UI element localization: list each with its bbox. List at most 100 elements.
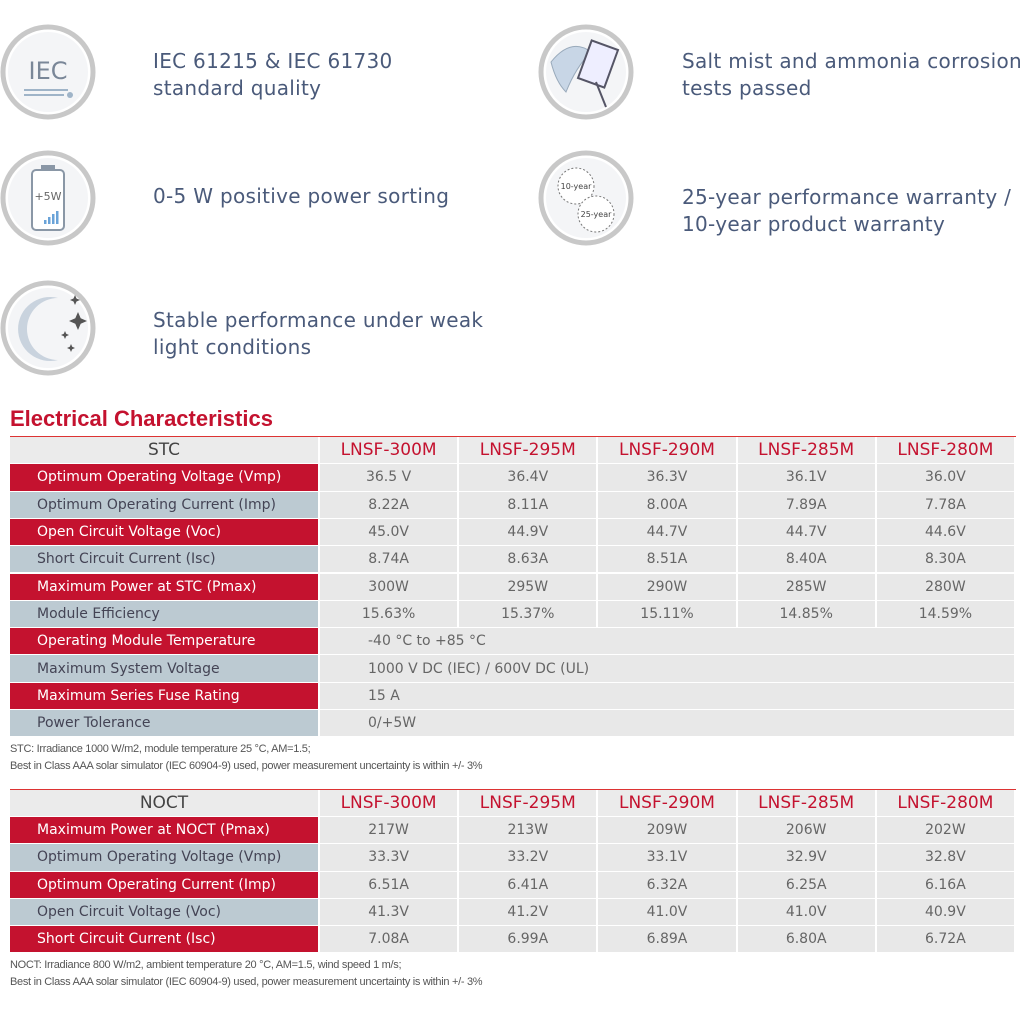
- value-cell: 44.9V: [459, 518, 599, 547]
- value-cell: 15.11%: [598, 600, 738, 629]
- header-cell: LNSF-300M: [320, 790, 460, 818]
- value-cell: 6.72A: [876, 926, 1016, 954]
- value-cell: 295W: [459, 573, 599, 601]
- header-cell: LNSF-285M: [737, 437, 877, 465]
- value-cell: 33.2V: [459, 844, 599, 872]
- seal: [577, 195, 615, 233]
- seal: [557, 167, 595, 205]
- header-cell: NOCT: [10, 790, 320, 818]
- value-cell: 33.3V: [320, 844, 460, 872]
- footnote: STC: Irradiance 1000 W/m2, module temper…: [10, 743, 311, 756]
- header-cell: LNSF-300M: [320, 437, 460, 465]
- header-cell: LNSF-295M: [459, 437, 599, 465]
- footnote: Best in Class AAA solar simulator (IEC 6…: [10, 976, 483, 989]
- value-cell: 45.0V: [320, 518, 460, 547]
- row-label: Module Efficiency: [10, 600, 320, 629]
- row-label: Optimum Operating Current (Imp): [10, 491, 320, 519]
- value-cell: 290W: [598, 573, 738, 601]
- battery-cap: [41, 165, 55, 171]
- feature-text: Stable performance under weak: [153, 308, 484, 332]
- value-cell: 217W: [320, 817, 460, 845]
- value-cell: 40.9V: [876, 898, 1016, 926]
- signal-bar: [52, 214, 55, 224]
- value-cell: 36.5 V: [320, 464, 460, 492]
- value-cell: 44.6V: [876, 518, 1016, 547]
- value-cell: 0/+5W: [320, 710, 1016, 738]
- icon-dot: [67, 92, 73, 98]
- footnote: Best in Class AAA solar simulator (IEC 6…: [10, 760, 483, 773]
- feature-text: 10-year product warranty: [682, 212, 946, 236]
- feature-text: IEC 61215 & IEC 61730: [153, 49, 393, 73]
- row-label: Short Circuit Current (Isc): [10, 546, 320, 574]
- star: [67, 344, 75, 352]
- value-cell: 202W: [876, 817, 1016, 845]
- signal-bar: [56, 211, 59, 224]
- value-cell: 213W: [459, 817, 599, 845]
- icon-label: 25-year: [581, 210, 612, 219]
- value-cell: 6.51A: [320, 871, 460, 899]
- value-cell: 6.99A: [459, 926, 599, 954]
- header-cell: LNSF-285M: [737, 790, 877, 818]
- row-label: Operating Module Temperature: [10, 628, 320, 656]
- value-cell: 36.3V: [598, 464, 738, 492]
- header-cell: LNSF-290M: [598, 437, 738, 465]
- value-cell: 6.16A: [876, 871, 1016, 899]
- value-cell: 14.59%: [876, 600, 1016, 629]
- value-cell: 7.78A: [876, 491, 1016, 519]
- value-cell: 32.9V: [737, 844, 877, 872]
- feature-icon: 10-year 25-year: [538, 150, 634, 246]
- icon-label: 10-year: [561, 182, 592, 191]
- row-label: Short Circuit Current (Isc): [10, 926, 320, 954]
- row-label: Open Circuit Voltage (Voc): [10, 518, 320, 547]
- icon-bg: [8, 32, 88, 112]
- value-cell: 44.7V: [737, 518, 877, 547]
- signal-bar: [44, 220, 47, 224]
- value-cell: 36.4V: [459, 464, 599, 492]
- feature-text: Salt mist and ammonia corrosion: [682, 49, 1022, 73]
- value-cell: 36.0V: [876, 464, 1016, 492]
- value-cell: 8.22A: [320, 491, 460, 519]
- star: [61, 331, 69, 339]
- value-cell: 8.63A: [459, 546, 599, 574]
- value-cell: 32.8V: [876, 844, 1016, 872]
- value-cell: 41.0V: [598, 898, 738, 926]
- value-cell: -40 °C to +85 °C: [320, 628, 1016, 656]
- table-rule: [10, 436, 1016, 437]
- panel-leg: [595, 81, 607, 108]
- value-cell: 8.51A: [598, 546, 738, 574]
- icon-label: IEC: [29, 57, 68, 85]
- value-cell: 8.00A: [598, 491, 738, 519]
- section-title: Electrical Characteristics: [10, 406, 273, 431]
- feature-icon: IEC: [0, 24, 96, 120]
- header-cell: LNSF-280M: [876, 437, 1016, 465]
- wave: [550, 45, 592, 93]
- value-cell: 41.2V: [459, 898, 599, 926]
- row-label: Maximum Power at STC (Pmax): [10, 573, 320, 601]
- signal-bar: [48, 217, 51, 224]
- feature-icon: [0, 280, 96, 376]
- value-cell: 41.3V: [320, 898, 460, 926]
- value-cell: 209W: [598, 817, 738, 845]
- row-label: Maximum Power at NOCT (Pmax): [10, 817, 320, 845]
- header-cell: LNSF-290M: [598, 790, 738, 818]
- value-cell: 6.32A: [598, 871, 738, 899]
- feature-text: tests passed: [682, 76, 812, 100]
- row-label: Maximum System Voltage: [10, 655, 320, 683]
- value-cell: 15 A: [320, 682, 1016, 710]
- footnote: NOCT: Irradiance 800 W/m2, ambient tempe…: [10, 959, 402, 972]
- value-cell: 36.1V: [737, 464, 877, 492]
- row-label: Optimum Operating Voltage (Vmp): [10, 464, 320, 492]
- value-cell: 8.11A: [459, 491, 599, 519]
- value-cell: 7.08A: [320, 926, 460, 954]
- value-cell: 6.25A: [737, 871, 877, 899]
- value-cell: 206W: [737, 817, 877, 845]
- value-cell: 6.41A: [459, 871, 599, 899]
- value-cell: 8.74A: [320, 546, 460, 574]
- icon-label: +5W: [34, 190, 61, 203]
- star: [70, 295, 80, 305]
- feature-text: 25-year performance warranty /: [682, 185, 1012, 209]
- value-cell: 33.1V: [598, 844, 738, 872]
- moon: [18, 297, 58, 361]
- value-cell: 44.7V: [598, 518, 738, 547]
